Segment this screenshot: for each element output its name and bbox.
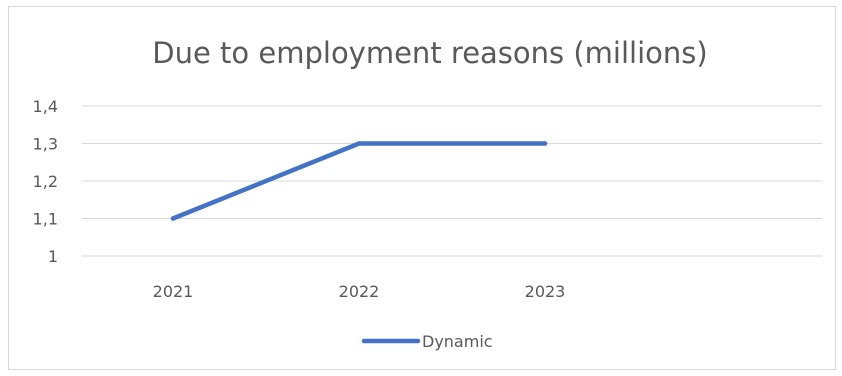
y-tick-label: 1,3 [33, 135, 58, 154]
series-layer [170, 141, 548, 221]
gridlines [82, 105, 822, 257]
x-tick-label: 2023 [525, 282, 566, 301]
chart-title: Due to employment reasons (millions) [152, 36, 707, 70]
data-point [356, 141, 362, 146]
legend: Dynamic [361, 332, 493, 351]
x-axis-ticks: 2021 2022 2023 [153, 282, 566, 301]
legend-label-dynamic: Dynamic [422, 332, 493, 351]
y-tick-label: 1,1 [33, 210, 58, 229]
y-axis-ticks: 1 1,1 1,2 1,3 1,4 [33, 97, 58, 266]
data-point [542, 141, 548, 146]
x-tick-label: 2021 [153, 282, 194, 301]
chart-frame [8, 6, 836, 370]
y-tick-label: 1 [48, 247, 58, 266]
y-tick-label: 1,2 [33, 172, 58, 191]
y-tick-label: 1,4 [33, 97, 58, 116]
x-tick-label: 2022 [339, 282, 380, 301]
data-point [170, 216, 176, 221]
